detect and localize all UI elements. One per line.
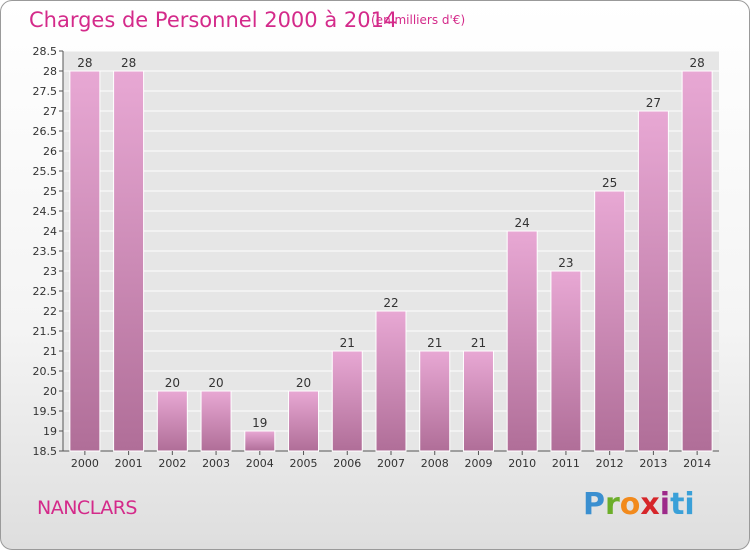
y-tick-label: 23: [43, 265, 57, 278]
bar-value-label: 24: [515, 216, 530, 230]
logo-letter: x: [640, 487, 660, 522]
bar: [419, 350, 451, 452]
bar-value-label: 22: [383, 296, 398, 310]
y-tick-label: 20.5: [33, 365, 58, 378]
x-tick-label: 2004: [246, 457, 274, 470]
bar-value-label: 28: [121, 56, 136, 70]
bar-value-label: 21: [340, 336, 355, 350]
chart-subtitle: (en milliers d'€): [371, 13, 466, 27]
logo-letter: P: [583, 487, 605, 522]
x-tick-label: 2010: [508, 457, 536, 470]
logo-letter: ti: [670, 487, 695, 522]
bar-value-label: 21: [471, 336, 486, 350]
bar-value-label: 28: [77, 56, 92, 70]
x-tick-label: 2000: [71, 457, 99, 470]
bar: [156, 390, 188, 452]
bar: [681, 70, 713, 452]
x-tick-label: 2013: [639, 457, 667, 470]
bar-value-label: 25: [602, 176, 617, 190]
y-tick-label: 19.5: [33, 405, 58, 418]
bar-value-label: 20: [165, 376, 180, 390]
bar-value-label: 27: [646, 96, 661, 110]
y-tick-label: 24: [43, 225, 57, 238]
y-tick-label: 22.5: [33, 285, 58, 298]
y-tick-label: 28: [43, 65, 57, 78]
bar-value-label: 20: [296, 376, 311, 390]
y-tick-label: 19: [43, 425, 57, 438]
x-tick-label: 2009: [464, 457, 492, 470]
bar: [69, 70, 101, 452]
bar: [288, 390, 320, 452]
bar: [594, 190, 626, 452]
bar: [462, 350, 494, 452]
x-tick-label: 2005: [290, 457, 318, 470]
y-tick-label: 26.5: [33, 125, 58, 138]
proxiti-logo: Proxiti: [583, 487, 695, 522]
bar: [375, 310, 407, 452]
y-tick-label: 21.5: [33, 325, 58, 338]
y-tick-label: 22: [43, 305, 57, 318]
logo-letter: i: [659, 487, 671, 522]
y-tick-label: 26: [43, 145, 57, 158]
y-tick-label: 21: [43, 345, 57, 358]
x-tick-label: 2014: [683, 457, 711, 470]
x-tick-label: 2011: [552, 457, 580, 470]
chart-title: Charges de Personnel 2000 à 2014: [29, 8, 398, 32]
y-tick-label: 18.5: [33, 445, 58, 458]
bar-value-label: 23: [558, 256, 573, 270]
bar: [200, 390, 232, 452]
x-tick-label: 2006: [333, 457, 361, 470]
bar-value-label: 28: [689, 56, 704, 70]
x-tick-label: 2002: [158, 457, 186, 470]
x-tick-label: 2012: [596, 457, 624, 470]
y-tick-label: 25: [43, 185, 57, 198]
x-tick-label: 2001: [115, 457, 143, 470]
x-tick-label: 2003: [202, 457, 230, 470]
bar: [244, 430, 276, 452]
logo-letter: o: [619, 487, 641, 522]
bar-value-label: 20: [208, 376, 223, 390]
y-tick-label: 20: [43, 385, 57, 398]
bar: [550, 270, 582, 452]
bar-value-label: 19: [252, 416, 267, 430]
y-tick-label: 23.5: [33, 245, 58, 258]
y-tick-label: 28.5: [33, 45, 58, 58]
x-tick-label: 2008: [421, 457, 449, 470]
y-tick-label: 27: [43, 105, 57, 118]
logo-letter: r: [605, 487, 620, 522]
bar: [506, 230, 538, 452]
x-tick-label: 2007: [377, 457, 405, 470]
y-tick-label: 27.5: [33, 85, 58, 98]
bar-value-label: 21: [427, 336, 442, 350]
y-tick-label: 24.5: [33, 205, 58, 218]
town-name: NANCLARS: [37, 497, 137, 519]
bar: [113, 70, 145, 452]
y-tick-label: 25.5: [33, 165, 58, 178]
bar: [637, 110, 669, 452]
bar: [331, 350, 363, 452]
